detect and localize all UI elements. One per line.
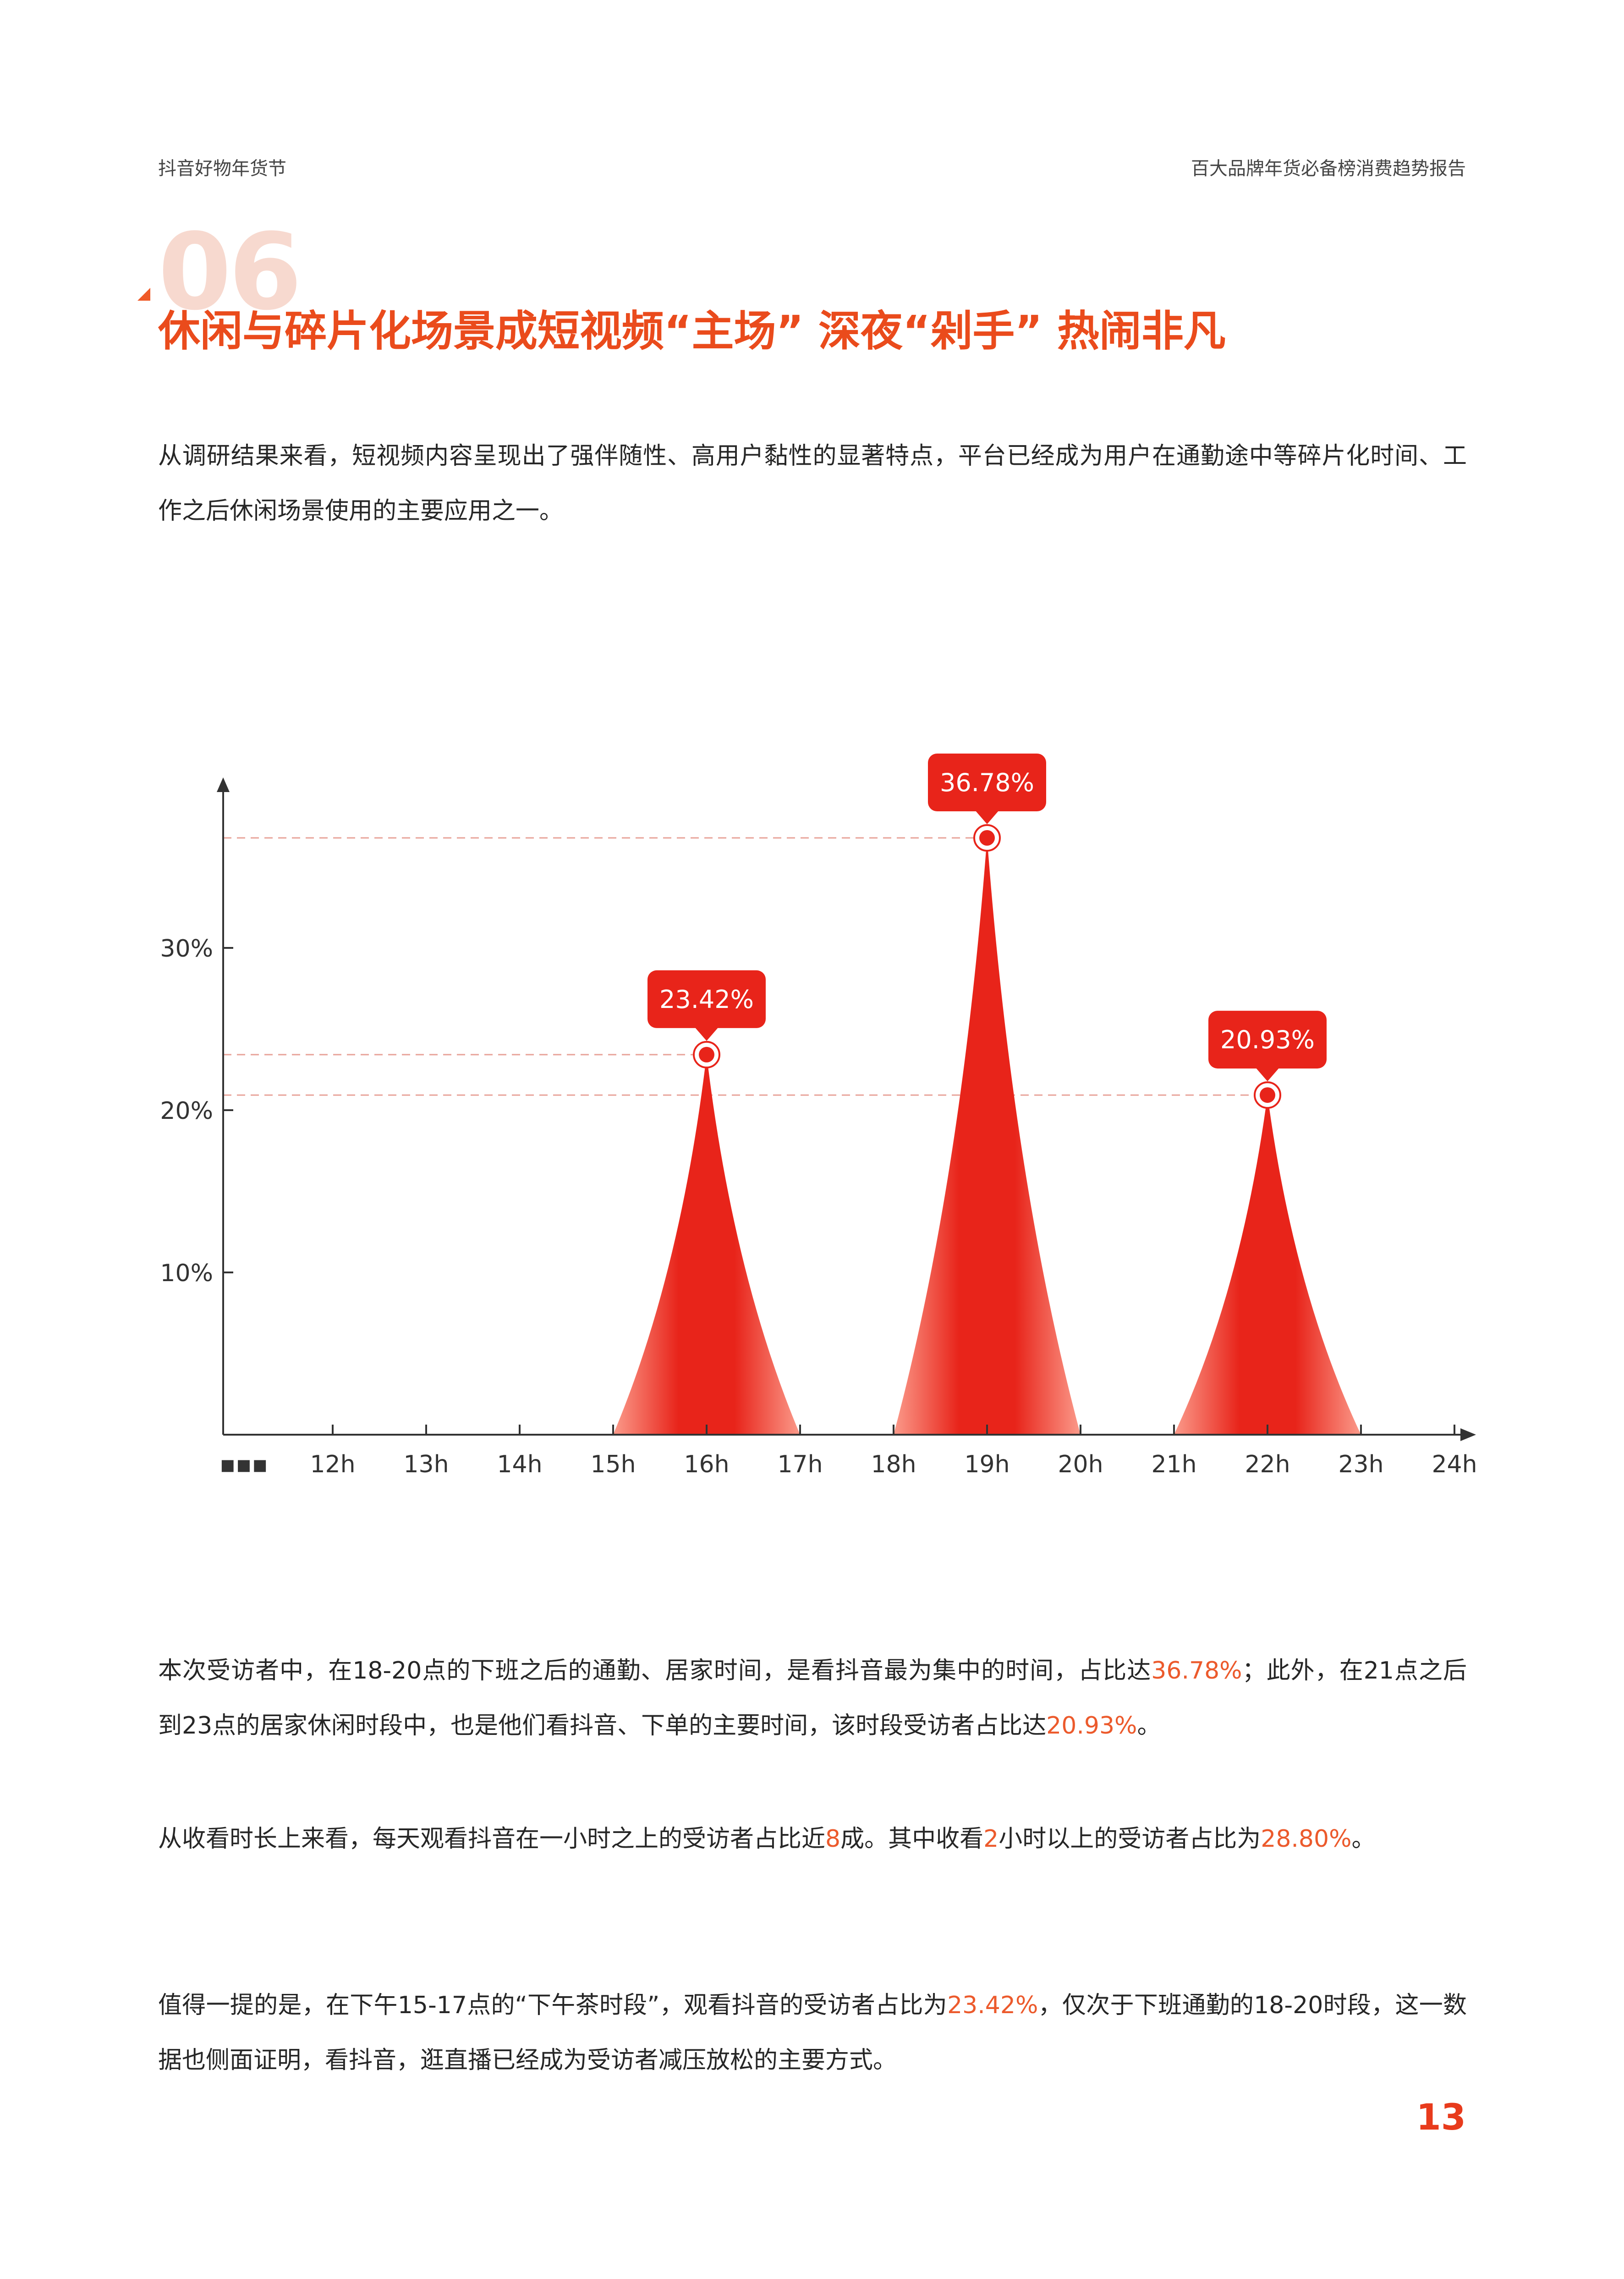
callout-label-3: 20.93% bbox=[1220, 1025, 1315, 1054]
y-tick-label-2: 20% bbox=[160, 1097, 213, 1125]
peak-area-3 bbox=[1174, 1095, 1361, 1435]
x-tick-label-11: 22h bbox=[1245, 1451, 1290, 1478]
peak-area-2 bbox=[894, 837, 1081, 1435]
highlight-28-80: 28.80% bbox=[1261, 1825, 1352, 1853]
callout-box-1 bbox=[647, 970, 766, 1028]
intro-paragraph: 从调研结果来看，短视频内容呈现出了强伴随性、高用户黏性的显著特点，平台已经成为用… bbox=[158, 442, 1467, 525]
callout-pointer-3 bbox=[1256, 1068, 1279, 1082]
callout-pointer-2 bbox=[975, 810, 999, 824]
peak-marker-dot-1 bbox=[699, 1046, 714, 1062]
header-left: 抖音好物年货节 bbox=[158, 158, 286, 179]
x-tick-label-12: 23h bbox=[1338, 1451, 1383, 1478]
text-p3-b: ，仅次于下班通勤的18-20时段，这一数据也侧面证明，看抖音，逛直播已经成为受访… bbox=[158, 1992, 1467, 2074]
text-p2-d: 。 bbox=[1351, 1825, 1376, 1853]
callout-pointer-1 bbox=[695, 1027, 719, 1041]
callout-box-3 bbox=[1208, 1011, 1327, 1069]
callout-label-2: 36.78% bbox=[940, 768, 1034, 797]
text-p1-a: 本次受访者中，在18-20点的下班之后的通勤、居家时间，是看抖音最为集中的时间，… bbox=[158, 1657, 1152, 1684]
highlight-36-78: 36.78% bbox=[1151, 1657, 1242, 1684]
x-tick-label-6: 17h bbox=[777, 1451, 823, 1478]
reference-lines bbox=[223, 837, 1267, 1096]
x-tick-label-1: 12h bbox=[310, 1451, 355, 1478]
highlight-8: 8 bbox=[825, 1825, 841, 1853]
chart-axes: 10% 20% 30% ▪▪▪ 12h 13h 14h 15h 16h 17h 18h 19h 20h 2… bbox=[160, 777, 1477, 1478]
text-p1-b: ；此外，在21点之后到23点的居家休闲时段中，也是他们看抖音、下单的主要时间，该… bbox=[158, 1657, 1467, 1740]
x-tick-label-5: 16h bbox=[684, 1451, 729, 1478]
x-tick-label-7: 18h bbox=[871, 1451, 916, 1478]
x-tick-label-10: 21h bbox=[1151, 1451, 1196, 1478]
page-number: 13 bbox=[1416, 2097, 1466, 2138]
peak-time-chart: 10% 20% 30% ▪▪▪ 12h 13h 14h 15h 16h 17h 18h 19h 20h 2… bbox=[160, 753, 1477, 1478]
paragraph-peak-times: 本次受访者中，在18-20点的下班之后的通勤、居家时间，是看抖音最为集中的时间，… bbox=[158, 1643, 1467, 1753]
x-tick-label-13: 24h bbox=[1432, 1451, 1477, 1478]
y-axis-arrow bbox=[217, 777, 230, 792]
header-right: 百大品牌年货必备榜消费趋势报告 bbox=[1191, 158, 1466, 179]
x-tick-label-8: 19h bbox=[964, 1451, 1010, 1478]
y-tick-label-1: 10% bbox=[160, 1260, 213, 1287]
text-p1-c: 。 bbox=[1137, 1712, 1161, 1740]
y-tick-label-3: 30% bbox=[160, 935, 213, 963]
paragraph-afternoon-tea: 值得一提的是，在下午15-17点的“下午茶时段”，观看抖音的受访者占比为23.4… bbox=[158, 1978, 1467, 2088]
peak-area-1 bbox=[613, 1054, 800, 1435]
highlight-20-93: 20.93% bbox=[1046, 1712, 1137, 1740]
callout-label-1: 23.42% bbox=[659, 985, 754, 1014]
highlight-23-42: 23.42% bbox=[947, 1992, 1038, 2019]
x-tick-label-2: 13h bbox=[403, 1451, 449, 1478]
text-p3-a: 值得一提的是，在下午15-17点的“下午茶时段”，观看抖音的受访者占比为 bbox=[158, 1992, 948, 2019]
section-number: 06 bbox=[158, 211, 302, 334]
x-tick-label-4: 15h bbox=[590, 1451, 636, 1478]
peak-marker-dot-3 bbox=[1260, 1087, 1275, 1103]
callout-box-2 bbox=[928, 753, 1046, 811]
x-tick-label-0: ▪▪▪ bbox=[219, 1451, 268, 1478]
x-tick-label-9: 20h bbox=[1058, 1451, 1103, 1478]
section-title: 休闲与碎片化场景成短视频“主场” 深夜“剁手” 热闹非凡 bbox=[158, 307, 1226, 356]
text-p2-b: 成。其中收看 bbox=[840, 1825, 984, 1853]
highlight-2: 2 bbox=[983, 1825, 999, 1853]
x-axis-arrow bbox=[1460, 1428, 1476, 1441]
text-p2-c: 小时以上的受访者占比为 bbox=[999, 1825, 1261, 1853]
x-tick-label-3: 14h bbox=[497, 1451, 542, 1478]
text-p2-a: 从收看时长上来看，每天观看抖音在一小时之上的受访者占比近 bbox=[158, 1825, 826, 1853]
paragraph-watch-duration: 从收看时长上来看，每天观看抖音在一小时之上的受访者占比近8成。其中收看2小时以上… bbox=[158, 1811, 1467, 1866]
peak-marker-dot-2 bbox=[979, 830, 995, 846]
peak-labels: 23.42% 36.78% 20.93% bbox=[647, 753, 1327, 1109]
peak-areas bbox=[613, 837, 1361, 1435]
section-corner-mark bbox=[137, 288, 150, 301]
